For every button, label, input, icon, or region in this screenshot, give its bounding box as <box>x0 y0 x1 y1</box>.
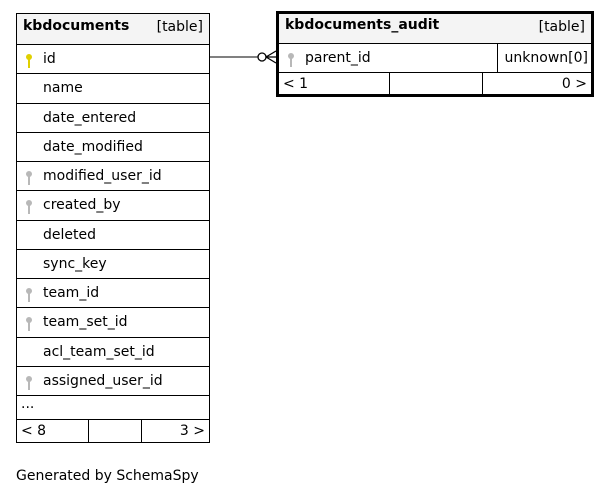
column-row[interactable]: team_set_id <box>17 307 209 336</box>
table-kbdocuments-audit[interactable]: kbdocuments_audit [table] parent_id unkn… <box>276 11 594 97</box>
children-count[interactable]: 0 > <box>561 76 587 92</box>
column-type: unknown[0] <box>504 50 588 66</box>
foreign-key-icon <box>26 200 32 215</box>
column-row[interactable]: id <box>17 44 209 73</box>
column-row[interactable]: date_modified <box>17 131 209 161</box>
table-header: kbdocuments [table] <box>17 14 209 44</box>
table-name: kbdocuments <box>23 18 130 34</box>
column-name: parent_id <box>305 50 371 66</box>
more-columns: ... <box>17 395 209 419</box>
table-footer: < 8 3 > <box>17 419 209 443</box>
column-row[interactable]: assigned_user_id <box>17 365 209 395</box>
column-row[interactable]: deleted <box>17 219 209 249</box>
table-kind: [table] <box>156 19 203 35</box>
column-row[interactable]: modified_user_id <box>17 161 209 190</box>
column-name: name <box>43 80 83 97</box>
column-name: id <box>43 51 56 67</box>
foreign-key-icon <box>26 317 32 332</box>
column-row[interactable]: date_entered <box>17 102 209 132</box>
parents-count[interactable]: < 1 <box>283 76 309 92</box>
primary-key-icon <box>26 54 32 68</box>
foreign-key-icon <box>26 375 32 390</box>
foreign-key-icon <box>26 288 32 302</box>
table-footer: < 1 0 > <box>279 72 591 96</box>
table-kind: [table] <box>538 19 585 35</box>
foreign-key-icon <box>26 171 32 185</box>
table-name: kbdocuments_audit <box>285 17 440 33</box>
column-row[interactable]: team_id <box>17 278 209 307</box>
column-row[interactable]: sync_key <box>17 248 209 278</box>
column-row[interactable]: created_by <box>17 190 209 219</box>
column-name: assigned_user_id <box>43 372 163 389</box>
column-name: team_set_id <box>43 314 128 331</box>
column-name: deleted <box>43 226 96 243</box>
column-name: sync_key <box>43 255 107 272</box>
column-row[interactable]: name <box>17 73 209 102</box>
column-name: acl_team_set_id <box>43 343 155 360</box>
generated-by-text: Generated by SchemaSpy <box>16 468 199 484</box>
children-count[interactable]: 3 > <box>179 423 205 439</box>
foreign-key-icon <box>288 53 294 67</box>
parents-count[interactable]: < 8 <box>21 423 47 439</box>
column-name: created_by <box>43 197 121 214</box>
column-row[interactable]: acl_team_set_id <box>17 336 209 366</box>
column-name: date_modified <box>43 138 143 155</box>
table-header: kbdocuments_audit [table] <box>279 14 591 43</box>
column-name: date_entered <box>43 109 137 126</box>
column-name: team_id <box>43 285 100 301</box>
column-row[interactable]: parent_id unknown[0] <box>279 43 591 72</box>
column-name: modified_user_id <box>43 168 162 184</box>
